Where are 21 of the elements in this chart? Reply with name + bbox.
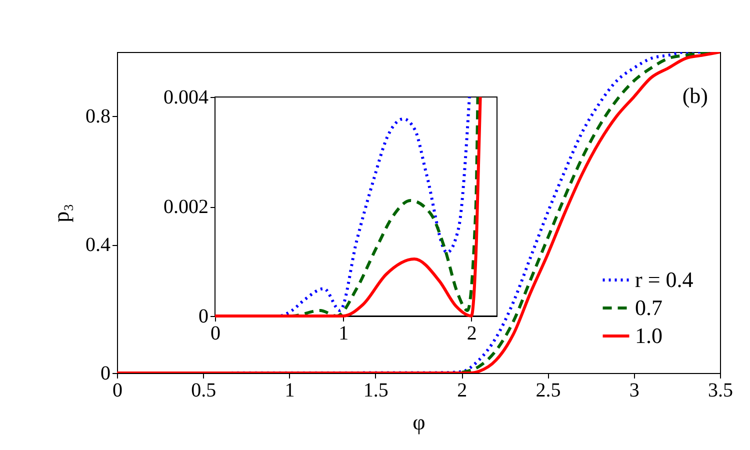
x-tick-label: 2.5	[536, 380, 561, 402]
legend-label: 1.0	[635, 323, 662, 348]
x-tick-label: 1	[284, 380, 295, 402]
y-axis-title: p₃	[48, 204, 74, 222]
x-axis-title: φ	[412, 410, 426, 434]
y-tick-label: 0.4	[86, 234, 110, 256]
annotation: (b)	[682, 83, 708, 108]
x-tick-label: 1.5	[363, 380, 388, 402]
x-tick-label: 2	[466, 322, 477, 344]
x-tick-label: 3.5	[708, 380, 733, 402]
y-tick-label: 0	[198, 306, 208, 328]
x-tick-label: 1	[338, 322, 349, 344]
legend-label: r = 0.4	[635, 267, 694, 292]
y-tick-label: 0	[100, 362, 110, 384]
y-tick-label: 0.8	[86, 106, 110, 128]
y-tick-label: 0.002	[164, 196, 208, 218]
y-tick-label: 0.004	[164, 86, 208, 108]
legend-label: 0.7	[635, 295, 662, 320]
x-tick-label: 3	[629, 380, 640, 402]
x-tick-label: 2	[457, 380, 468, 402]
x-tick-label: 0.5	[191, 380, 216, 402]
